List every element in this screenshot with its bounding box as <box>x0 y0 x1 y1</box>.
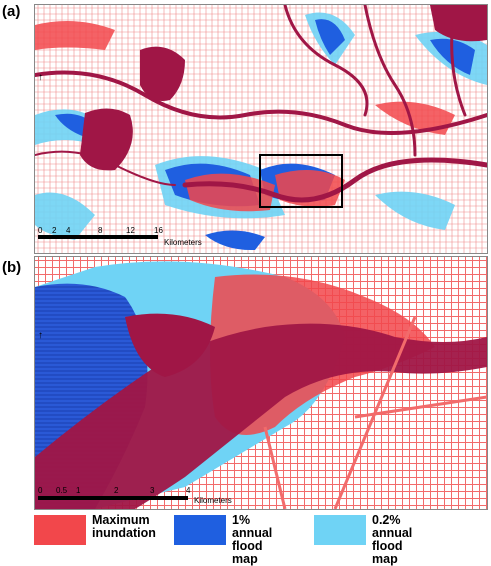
north-arrow-b: ↑ <box>38 330 43 341</box>
inundation-core-north <box>125 313 215 377</box>
scale-tick: 1 <box>76 486 81 495</box>
map-a-canvas <box>35 5 487 253</box>
zoom-extent-box <box>259 154 343 208</box>
legend-label: Maximum inundation <box>92 513 156 540</box>
legend-label: 1% annual flood map <box>232 513 273 566</box>
scale-tick: 16 <box>154 226 163 235</box>
scale-tick: 2 <box>52 226 57 235</box>
scale-tick: 4 <box>186 486 191 495</box>
scale-tick: 3 <box>150 486 155 495</box>
reservoir-north <box>140 46 185 101</box>
panel-b-label: (b) <box>2 259 22 276</box>
scale-tick: 0 <box>38 226 43 235</box>
legend-swatch <box>174 515 226 545</box>
scale-tick: 4 <box>66 226 71 235</box>
scale-unit-a: Kilometers <box>164 238 202 247</box>
legend: Maximum inundation 1% annual flood map 0… <box>34 512 486 566</box>
scale-tick: 2 <box>114 486 119 495</box>
scale-tick: 8 <box>98 226 103 235</box>
scale-tick: 0.5 <box>56 486 68 495</box>
legend-swatch <box>314 515 366 545</box>
map-b-canvas <box>35 257 487 509</box>
reservoir-south <box>80 108 133 171</box>
inundation-core <box>35 323 487 509</box>
scale-tick: 0 <box>38 486 43 495</box>
legend-label: 0.2% annual flood map <box>372 513 413 566</box>
map-panel-a <box>34 4 488 254</box>
scale-bar-a <box>38 235 158 239</box>
north-arrow-a: ↑ <box>38 72 43 83</box>
highways <box>263 316 487 509</box>
scale-bar-b <box>38 496 188 500</box>
legend-swatch <box>34 515 86 545</box>
scale-tick: 12 <box>126 226 135 235</box>
panel-a-label: (a) <box>2 3 21 20</box>
map-panel-b <box>34 256 488 510</box>
scale-unit-b: Kilometers <box>194 496 232 505</box>
upper-right-inundation <box>430 5 487 42</box>
